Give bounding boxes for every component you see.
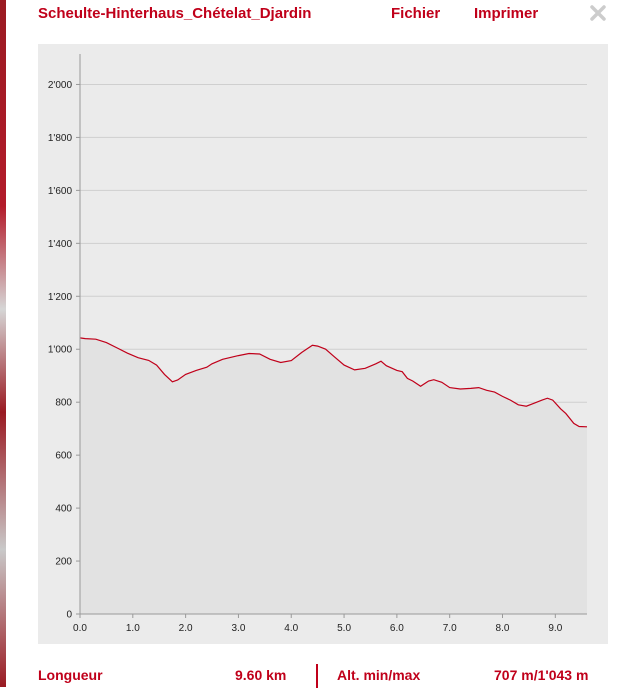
profile-title: Scheulte-Hinterhaus_Chételat_Djardin	[38, 5, 312, 22]
footer-divider	[316, 664, 318, 688]
y-tick-label: 1'400	[48, 239, 73, 250]
y-tick-label: 1'600	[48, 186, 73, 197]
length-label: Longueur	[38, 667, 103, 683]
x-tick-label: 4.0	[284, 623, 298, 634]
background-window-edge	[0, 0, 6, 687]
x-tick-label: 5.0	[337, 623, 351, 634]
dialog-footer: Longueur 9.60 km Alt. min/max 707 m/1'04…	[0, 660, 639, 688]
dialog-header: Scheulte-Hinterhaus_Chételat_Djardin Fic…	[0, 0, 639, 30]
altitude-value: 707 m/1'043 m	[494, 667, 589, 683]
print-menu-link[interactable]: Imprimer	[474, 5, 539, 22]
y-tick-label: 0	[66, 610, 72, 621]
elevation-area	[80, 337, 587, 614]
y-tick-label: 600	[55, 451, 72, 462]
x-tick-label: 7.0	[443, 623, 457, 634]
elevation-profile-chart: 0 200 400 600 800 1'000 1'200 1'400 1'600 1'800 2'…	[38, 44, 608, 644]
y-tick-label: 200	[55, 557, 72, 568]
close-icon[interactable]	[588, 3, 608, 23]
x-tick-label: 2.0	[179, 623, 193, 634]
file-menu-link[interactable]: Fichier	[391, 5, 441, 22]
x-tick-label: 1.0	[126, 623, 140, 634]
y-tick-label: 1'000	[48, 345, 73, 356]
elevation-line	[79, 337, 588, 428]
x-tick-label: 3.0	[231, 623, 245, 634]
x-tick-label: 6.0	[390, 623, 404, 634]
y-tick-label: 800	[55, 398, 72, 409]
x-tick-label: 0.0	[73, 623, 87, 634]
y-tick-label: 400	[55, 504, 72, 515]
y-tick-label: 2'000	[48, 80, 73, 91]
x-tick-label: 8.0	[496, 623, 510, 634]
altitude-label: Alt. min/max	[337, 667, 421, 683]
elevation-chart-svg: 0 200 400 600 800 1'000 1'200 1'400 1'600 1'800 2'…	[48, 54, 588, 634]
x-tick-label: 9.0	[548, 623, 562, 634]
y-tick-label: 1'200	[48, 292, 73, 303]
length-value: 9.60 km	[235, 667, 287, 683]
y-tick-label: 1'800	[48, 133, 73, 144]
